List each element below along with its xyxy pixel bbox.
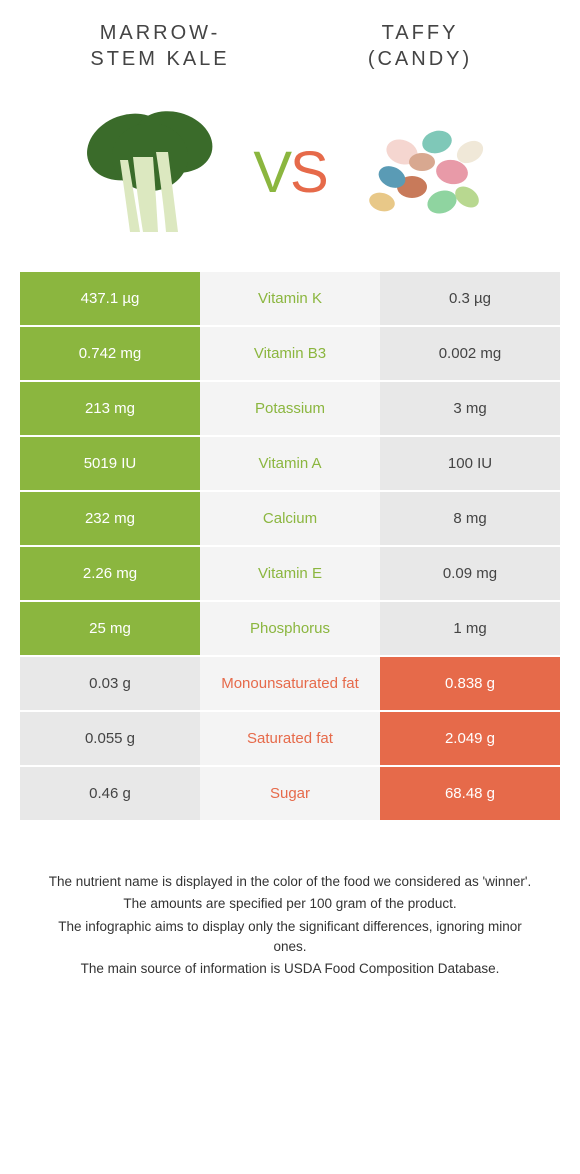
table-row: 232 mgCalcium8 mg xyxy=(20,492,560,547)
table-row: 2.26 mgVitamin E0.09 mg xyxy=(20,547,560,602)
left-title-line1: MARROW- xyxy=(100,22,221,44)
footnote-line: The amounts are specified per 100 gram o… xyxy=(40,894,540,914)
nutrient-label: Vitamin E xyxy=(200,547,380,600)
left-value: 213 mg xyxy=(20,382,200,435)
table-row: 0.46 gSugar68.48 g xyxy=(20,767,560,822)
nutrient-label: Vitamin A xyxy=(200,437,380,490)
kale-image xyxy=(73,97,243,247)
table-row: 0.055 gSaturated fat2.049 g xyxy=(20,712,560,767)
left-value: 2.26 mg xyxy=(20,547,200,600)
vs-s: S xyxy=(290,140,327,205)
right-food-header: TAFFY (CANDY) xyxy=(290,20,550,72)
right-value: 100 IU xyxy=(380,437,560,490)
nutrient-label: Saturated fat xyxy=(200,712,380,765)
left-value: 0.055 g xyxy=(20,712,200,765)
right-value: 1 mg xyxy=(380,602,560,655)
footnotes: The nutrient name is displayed in the co… xyxy=(0,822,580,979)
left-value: 232 mg xyxy=(20,492,200,545)
footnote-line: The nutrient name is displayed in the co… xyxy=(40,872,540,892)
vs-label: VS xyxy=(253,139,326,206)
nutrient-label: Sugar xyxy=(200,767,380,820)
left-value: 25 mg xyxy=(20,602,200,655)
header: MARROW- STEM KALE TAFFY (CANDY) xyxy=(0,20,580,82)
table-row: 5019 IUVitamin A100 IU xyxy=(20,437,560,492)
nutrient-label: Monounsaturated fat xyxy=(200,657,380,710)
right-value: 0.09 mg xyxy=(380,547,560,600)
left-value: 0.742 mg xyxy=(20,327,200,380)
taffy-image xyxy=(337,97,507,247)
nutrient-label: Vitamin B3 xyxy=(200,327,380,380)
left-value: 0.03 g xyxy=(20,657,200,710)
nutrient-label: Vitamin K xyxy=(200,272,380,325)
footnote-line: The main source of information is USDA F… xyxy=(40,959,540,979)
vs-v: V xyxy=(253,140,290,205)
table-row: 25 mgPhosphorus1 mg xyxy=(20,602,560,657)
left-title-line2: STEM KALE xyxy=(90,48,229,70)
table-row: 213 mgPotassium3 mg xyxy=(20,382,560,437)
footnote-line: The infographic aims to display only the… xyxy=(40,917,540,958)
right-value: 0.3 µg xyxy=(380,272,560,325)
left-food-header: MARROW- STEM KALE xyxy=(30,20,290,72)
table-row: 0.03 gMonounsaturated fat0.838 g xyxy=(20,657,560,712)
table-row: 437.1 µgVitamin K0.3 µg xyxy=(20,272,560,327)
right-value: 8 mg xyxy=(380,492,560,545)
kale-icon xyxy=(78,102,238,242)
images-row: VS xyxy=(0,82,580,272)
nutrient-label: Potassium xyxy=(200,382,380,435)
right-value: 68.48 g xyxy=(380,767,560,820)
right-value: 0.838 g xyxy=(380,657,560,710)
left-value: 437.1 µg xyxy=(20,272,200,325)
right-value: 0.002 mg xyxy=(380,327,560,380)
right-title-line2: (CANDY) xyxy=(368,48,472,70)
nutrient-label: Calcium xyxy=(200,492,380,545)
taffy-icon xyxy=(342,102,502,242)
left-value: 5019 IU xyxy=(20,437,200,490)
nutrient-table: 437.1 µgVitamin K0.3 µg0.742 mgVitamin B… xyxy=(20,272,560,822)
table-row: 0.742 mgVitamin B30.002 mg xyxy=(20,327,560,382)
right-value: 3 mg xyxy=(380,382,560,435)
nutrient-label: Phosphorus xyxy=(200,602,380,655)
right-value: 2.049 g xyxy=(380,712,560,765)
right-title-line1: TAFFY xyxy=(382,22,459,44)
left-value: 0.46 g xyxy=(20,767,200,820)
